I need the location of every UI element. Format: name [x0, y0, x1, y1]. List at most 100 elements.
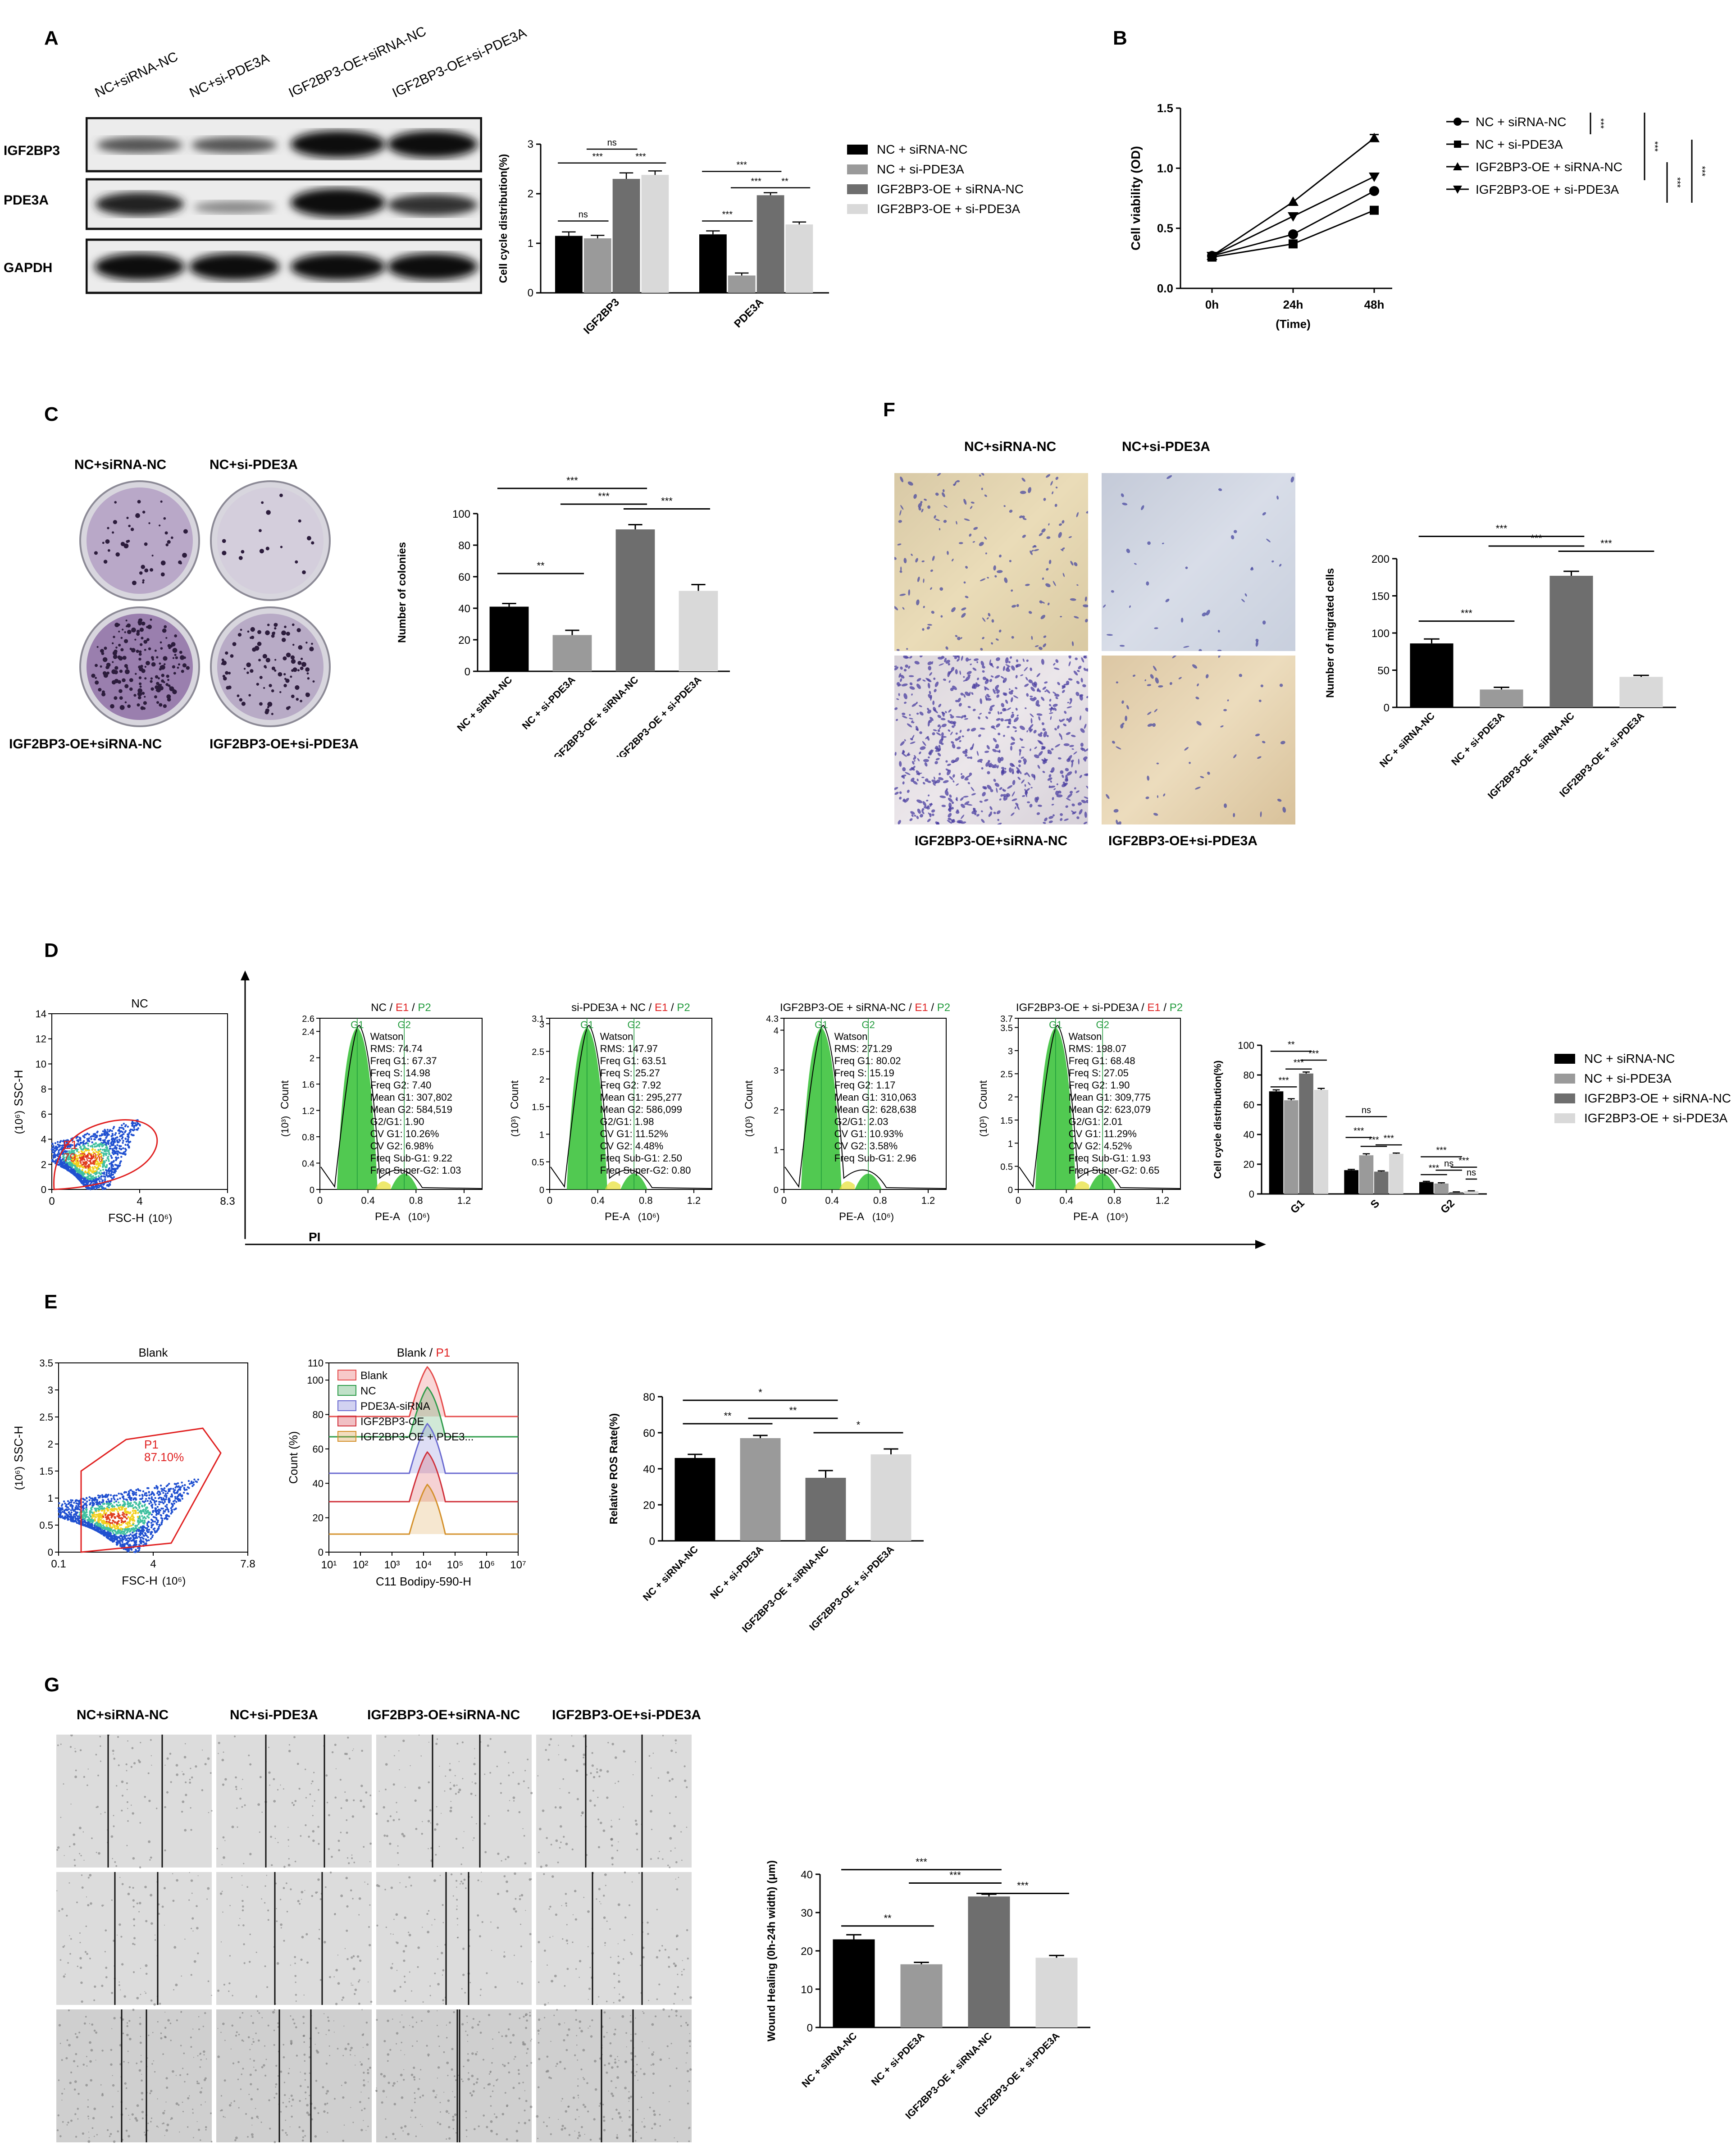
cell-speck — [991, 725, 995, 729]
event-dot — [124, 1512, 127, 1514]
y-tick-label: 1.5 — [39, 1466, 53, 1477]
colony-dot — [159, 641, 162, 644]
event-dot — [118, 1520, 120, 1522]
cell-speck — [945, 711, 947, 713]
event-dot — [98, 1513, 100, 1515]
overlay-curve — [329, 1483, 518, 1535]
event-dot — [108, 1160, 110, 1162]
event-dot — [113, 1160, 115, 1163]
event-dot — [161, 1517, 164, 1520]
event-dot — [144, 1512, 146, 1514]
cell-speck — [1185, 566, 1188, 569]
event-dot — [100, 1151, 103, 1154]
stat-line: Mean G2: 628,638 — [834, 1104, 916, 1115]
cell-speck — [1146, 581, 1149, 586]
event-dot — [92, 1515, 95, 1518]
cell-speck — [1042, 601, 1045, 604]
stat-line: Freq G1: 67.37 — [370, 1055, 437, 1066]
y-tick-label: 2 — [41, 1159, 46, 1170]
cell-speck — [985, 761, 990, 767]
cell-speck — [1001, 767, 1005, 770]
event-dot — [138, 1494, 141, 1497]
colony-dot — [256, 683, 260, 686]
cell-speck — [971, 787, 975, 792]
colony-dot — [141, 621, 146, 626]
event-dot — [132, 1507, 135, 1509]
cell-speck — [1012, 798, 1017, 802]
cell-speck — [971, 692, 974, 695]
event-dot — [59, 1141, 61, 1143]
significance-label: ns — [1362, 1105, 1371, 1115]
cell-speck — [1011, 636, 1014, 639]
event-dot — [112, 1532, 114, 1534]
significance-label: *** — [1278, 1075, 1289, 1085]
event-dot — [156, 1530, 158, 1532]
y-axis-label: Count (%) — [287, 1431, 300, 1484]
event-dot — [101, 1186, 104, 1188]
event-dot — [162, 1497, 165, 1499]
event-dot — [148, 1497, 150, 1500]
bar — [756, 195, 784, 293]
event-dot — [111, 1163, 114, 1166]
event-dot — [90, 1170, 92, 1172]
blot-row-label-pde3a: PDE3A — [4, 193, 49, 208]
colony-dot — [238, 556, 243, 560]
event-dot — [167, 1515, 169, 1517]
cell-speck — [1218, 488, 1222, 491]
event-dot — [147, 1509, 149, 1512]
event-dot — [105, 1517, 108, 1519]
event-dot — [97, 1510, 100, 1512]
event-dot — [110, 1512, 113, 1515]
colony-dot — [151, 662, 156, 667]
event-dot — [70, 1511, 73, 1514]
event-dot — [148, 1521, 150, 1523]
event-dot — [68, 1150, 70, 1152]
colony-dot — [114, 654, 117, 657]
colony-dot — [240, 629, 242, 631]
event-dot — [86, 1175, 88, 1178]
y-tick-label: 0 — [310, 1185, 314, 1195]
event-dot — [186, 1489, 188, 1491]
cell-speck — [1255, 733, 1260, 737]
panel-label-f: F — [883, 399, 895, 421]
cell-speck — [1020, 771, 1022, 774]
cell-speck — [966, 756, 971, 759]
y-tick-label: 1 — [528, 237, 533, 250]
x-tick-label: 0h — [1205, 298, 1219, 311]
cell-speck — [932, 556, 935, 561]
colony-dot — [139, 643, 143, 646]
event-dot — [81, 1182, 83, 1184]
cell-speck — [1106, 794, 1110, 799]
cell-speck — [920, 501, 923, 504]
stat-line: Freq G2: 7.40 — [370, 1080, 432, 1091]
event-dot — [119, 1538, 121, 1540]
cell-speck — [1023, 758, 1027, 763]
colony-dot — [136, 629, 140, 633]
event-dot — [105, 1525, 108, 1527]
event-dot — [107, 1140, 109, 1142]
legend-label: IGF2BP3-OE + siRNA-NC — [1476, 160, 1622, 174]
event-dot — [166, 1492, 169, 1494]
event-dot — [131, 1528, 133, 1530]
event-dot — [71, 1144, 74, 1147]
event-dot — [98, 1184, 101, 1187]
event-dot — [159, 1485, 162, 1487]
y-tick-label: 1 — [48, 1493, 53, 1504]
stat-line: CV G2: 3.58% — [834, 1140, 898, 1152]
x-tick-label: 4 — [150, 1558, 156, 1570]
cell-speck — [958, 821, 961, 824]
y-tick-label: 0 — [1384, 702, 1390, 714]
stat-line: Freq G2: 1.90 — [1069, 1080, 1130, 1091]
y-tick-label: 2 — [48, 1439, 53, 1450]
g1-label: G1 — [351, 1019, 364, 1030]
colony-dot — [280, 546, 283, 548]
cell-speck — [996, 718, 1001, 721]
colony-dot — [307, 677, 310, 680]
event-dot — [150, 1526, 153, 1529]
event-dot — [132, 1516, 135, 1519]
x-tick-label: 1.2 — [921, 1195, 935, 1206]
event-dot — [71, 1171, 73, 1173]
event-dot — [105, 1512, 108, 1514]
event-dot — [101, 1145, 104, 1148]
